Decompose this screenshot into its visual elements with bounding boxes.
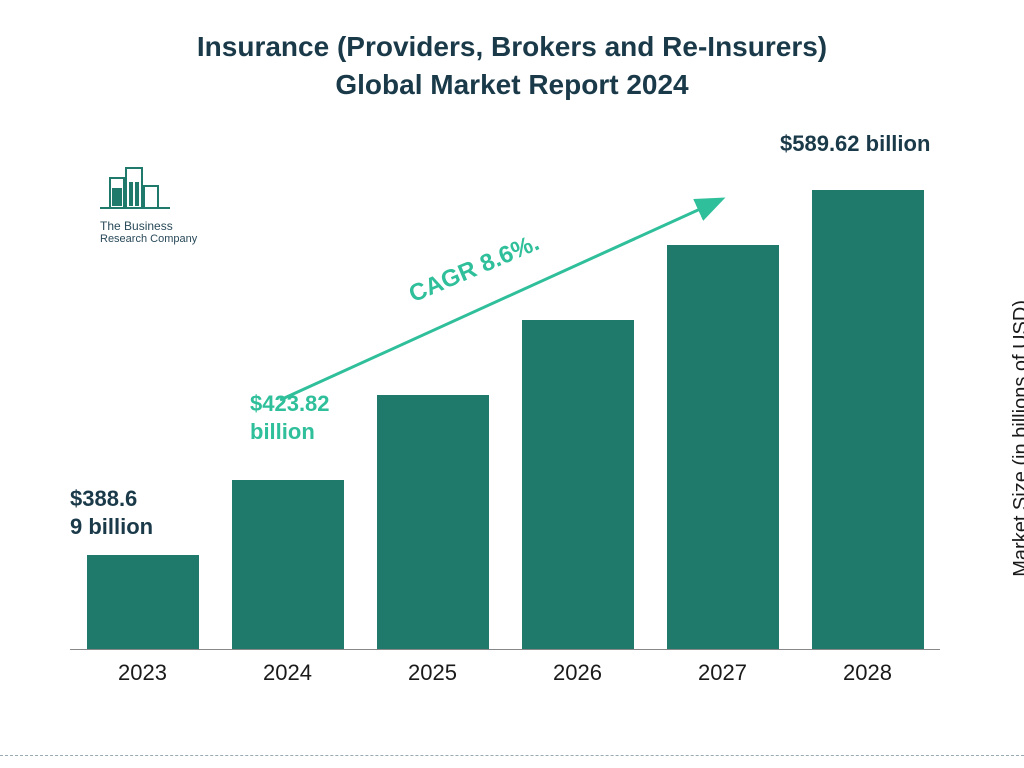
- bar-slot: [373, 395, 493, 650]
- value-label-2024-l1: $423.82: [250, 391, 330, 416]
- value-label-2028: $589.62 billion: [780, 130, 930, 158]
- x-label: 2024: [228, 654, 348, 690]
- bar-slot: [518, 320, 638, 650]
- chart-title: Insurance (Providers, Brokers and Re-Ins…: [0, 0, 1024, 104]
- bar-slot: [808, 190, 928, 650]
- bar-slot: [228, 480, 348, 650]
- bar: [522, 320, 634, 650]
- title-line-2: Global Market Report 2024: [335, 69, 688, 100]
- value-label-2024-l2: billion: [250, 419, 315, 444]
- x-label: 2023: [83, 654, 203, 690]
- x-label: 2026: [518, 654, 638, 690]
- bar: [812, 190, 924, 650]
- bar: [87, 555, 199, 650]
- x-label: 2028: [808, 654, 928, 690]
- value-label-2023-l1: $388.6: [70, 486, 137, 511]
- x-label: 2025: [373, 654, 493, 690]
- y-axis-label: Market Size (in billions of USD): [1010, 300, 1024, 577]
- chart-plot: [70, 150, 940, 650]
- title-line-1: Insurance (Providers, Brokers and Re-Ins…: [197, 31, 827, 62]
- x-axis-labels: 2023 2024 2025 2026 2027 2028: [70, 654, 940, 690]
- chart-baseline: [70, 649, 940, 650]
- bars-container: [70, 150, 940, 650]
- bar-slot: [663, 245, 783, 650]
- bar: [232, 480, 344, 650]
- bar: [667, 245, 779, 650]
- footer-divider: [0, 755, 1024, 756]
- value-label-2023: $388.6 9 billion: [70, 485, 153, 540]
- value-label-2024: $423.82 billion: [250, 390, 330, 445]
- bar-slot: [83, 555, 203, 650]
- bar: [377, 395, 489, 650]
- value-label-2023-l2: 9 billion: [70, 514, 153, 539]
- x-label: 2027: [663, 654, 783, 690]
- chart-area: 2023 2024 2025 2026 2027 2028: [70, 150, 940, 690]
